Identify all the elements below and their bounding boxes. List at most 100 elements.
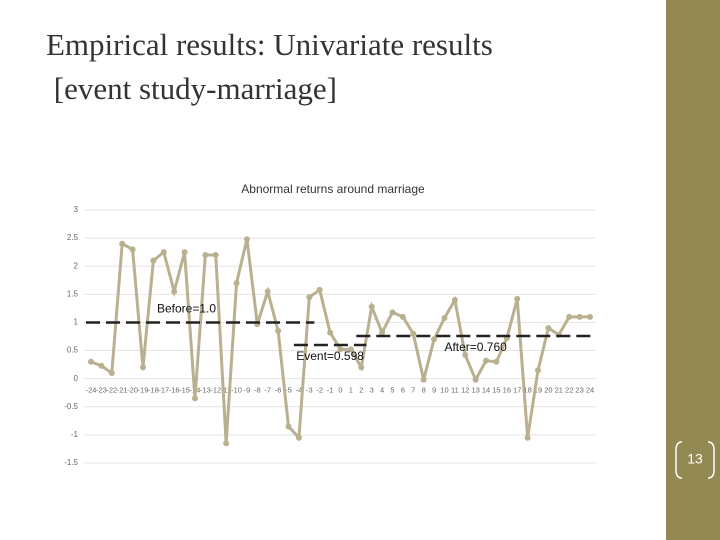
x-tick-label: 3 [370, 386, 374, 395]
x-tick-label: 21 [555, 386, 563, 395]
y-tick-label: 0 [74, 374, 79, 383]
point [98, 362, 105, 369]
point [212, 251, 219, 258]
x-tick-label: -23 [96, 386, 107, 395]
point [88, 358, 94, 365]
x-tick-label: -4 [296, 386, 303, 395]
x-tick-label: -7 [264, 386, 271, 395]
x-tick-label: 12 [461, 386, 469, 395]
x-tick-label: 20 [544, 386, 552, 395]
point [587, 313, 593, 320]
point [389, 309, 396, 316]
point [410, 330, 417, 337]
x-tick-label: 13 [471, 386, 479, 395]
point [202, 251, 209, 258]
point [368, 303, 375, 310]
point [441, 314, 448, 321]
x-tick-label: 15 [492, 386, 500, 395]
reference-label: Event=0.598 [296, 349, 364, 363]
y-tick-label: 1 [74, 318, 79, 327]
point [243, 236, 250, 243]
x-tick-label: -22 [106, 386, 117, 395]
point [275, 327, 282, 334]
point [160, 249, 167, 256]
point [472, 376, 479, 383]
point [545, 325, 552, 332]
point [139, 364, 146, 371]
x-tick-label: 16 [503, 386, 511, 395]
x-tick-label: -8 [254, 386, 261, 395]
page-bracket [675, 441, 683, 479]
point [524, 434, 531, 441]
point [233, 280, 240, 287]
x-tick-label: 24 [586, 386, 594, 395]
point [337, 346, 344, 353]
x-tick-label: -9 [244, 386, 251, 395]
side-strip [666, 0, 720, 540]
point [285, 423, 292, 430]
x-tick-label: -13 [200, 386, 211, 395]
y-tick-label: -1 [71, 430, 79, 439]
x-tick-label: -18 [148, 386, 159, 395]
x-tick-label: 11 [451, 386, 459, 395]
x-tick-label: -17 [158, 386, 169, 395]
point [483, 357, 490, 364]
point [451, 296, 458, 303]
x-tick-label: 10 [440, 386, 448, 395]
x-tick-label: 2 [359, 386, 363, 395]
x-tick-label: -1 [327, 386, 334, 395]
point [493, 358, 500, 365]
reference-label: After=0.760 [444, 340, 507, 354]
point [264, 288, 271, 295]
x-tick-label: 22 [565, 386, 573, 395]
reference-label: Before=1.0 [157, 302, 216, 316]
point [306, 294, 313, 301]
x-tick-label: -2 [316, 386, 323, 395]
point [420, 376, 427, 383]
x-tick-label: 0 [338, 386, 342, 395]
y-tick-label: -0.5 [64, 402, 78, 411]
point [119, 240, 126, 247]
point [129, 246, 136, 253]
point [535, 367, 542, 374]
x-tick-label: -12 [210, 386, 221, 395]
slide-title: Empirical results: Univariate results [46, 27, 493, 62]
y-tick-label: -1.5 [64, 458, 78, 467]
point [327, 329, 334, 336]
point [431, 336, 438, 343]
x-tick-label: -21 [117, 386, 128, 395]
point [347, 346, 354, 353]
y-tick-label: 0.5 [67, 346, 79, 355]
x-tick-label: 6 [401, 386, 405, 395]
x-tick-label: -3 [306, 386, 313, 395]
point [576, 313, 583, 320]
x-tick-label: -5 [285, 386, 292, 395]
x-tick-label: 8 [422, 386, 426, 395]
point [191, 395, 198, 402]
x-tick-label: 1 [349, 386, 353, 395]
point [399, 313, 406, 320]
y-tick-label: 2.5 [67, 233, 79, 242]
point [108, 370, 115, 377]
point [171, 288, 178, 295]
point [514, 295, 521, 302]
point [566, 313, 573, 320]
y-tick-label: 2 [74, 261, 79, 270]
point [316, 286, 323, 293]
point [181, 249, 188, 256]
point [379, 329, 386, 336]
series-line [90, 238, 590, 444]
x-tick-label: -20 [127, 386, 138, 395]
slide-title: [event study-marriage] [46, 71, 337, 106]
x-tick-label: -19 [138, 386, 149, 395]
x-tick-label: -11 [221, 386, 231, 395]
x-tick-label: 5 [390, 386, 394, 395]
point [223, 440, 230, 447]
x-tick-label: 18 [523, 386, 531, 395]
point [462, 352, 469, 359]
y-tick-label: 1.5 [67, 289, 79, 298]
x-tick-label: -6 [275, 386, 282, 395]
point [150, 257, 157, 264]
